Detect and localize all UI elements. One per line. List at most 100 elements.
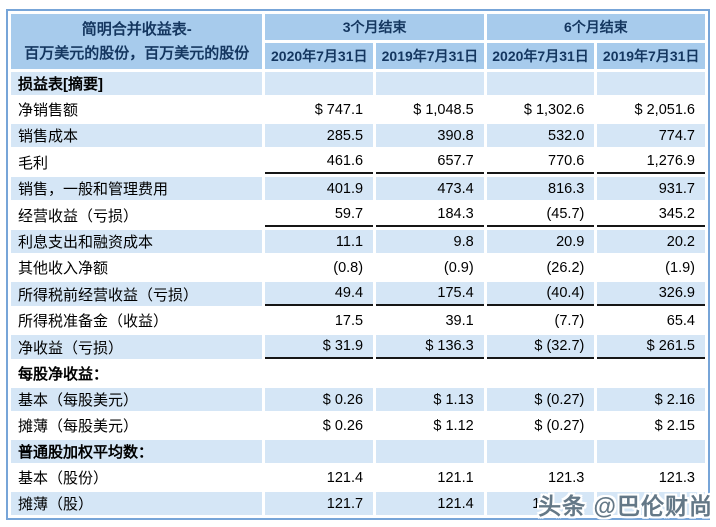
value-cell xyxy=(597,492,705,515)
value-cell: 121.4 xyxy=(265,466,374,489)
value-cell: 9.8 xyxy=(376,230,484,253)
value-cell: $ 1,048.5 xyxy=(376,98,484,121)
table-row: 摊薄（股） 121.7 121.4 12 xyxy=(11,492,705,515)
value-cell xyxy=(486,440,595,463)
date-header-6m-2019: 2019年7月31日 xyxy=(597,43,705,69)
income-statement-container: 简明合并收益表- 百万美元的股份，百万美元的股份 3个月结束 6个月结束 202… xyxy=(6,9,710,520)
row-label: 损益表[摘要] xyxy=(11,72,263,95)
column-group-6-months: 6个月结束 xyxy=(486,14,705,40)
value-cell: $ 261.5 xyxy=(597,335,705,359)
value-cell: 12 xyxy=(486,492,595,515)
table-row: 销售成本 285.5 390.8 532.0 774.7 xyxy=(11,124,705,147)
row-label: 所得税前经营收益（亏损） xyxy=(11,282,263,306)
value-cell: $ 1.13 xyxy=(376,388,484,411)
value-cell: 1,276.9 xyxy=(597,150,705,174)
value-cell: (0.9) xyxy=(376,256,484,279)
value-cell: 121.4 xyxy=(376,492,484,515)
table-row: 净销售额 $ 747.1 $ 1,048.5 $ 1,302.6 $ 2,051.6 xyxy=(11,98,705,121)
date-header-3m-2020: 2020年7月31日 xyxy=(265,43,374,69)
value-cell: $ 0.26 xyxy=(265,388,374,411)
value-cell: $ 2.15 xyxy=(597,414,705,437)
value-cell: 121.1 xyxy=(376,466,484,489)
value-cell: 20.2 xyxy=(597,230,705,253)
table-row: 毛利 461.6 657.7 770.6 1,276.9 xyxy=(11,150,705,174)
row-label: 销售成本 xyxy=(11,124,263,147)
row-label: 摊薄（股） xyxy=(11,492,263,515)
value-cell: 17.5 xyxy=(265,309,374,332)
value-cell xyxy=(597,72,705,95)
value-cell xyxy=(265,72,374,95)
value-cell: 121.7 xyxy=(265,492,374,515)
value-cell: (45.7) xyxy=(486,203,595,227)
row-label: 每股净收益： xyxy=(11,362,263,385)
table-row: 经营收益（亏损） 59.7 184.3 (45.7) 345.2 xyxy=(11,203,705,227)
row-label: 经营收益（亏损） xyxy=(11,203,263,227)
header-group-row: 简明合并收益表- 百万美元的股份，百万美元的股份 3个月结束 6个月结束 xyxy=(11,14,705,69)
value-cell: $ 0.26 xyxy=(265,414,374,437)
value-cell: $ 1.12 xyxy=(376,414,484,437)
value-cell xyxy=(597,440,705,463)
table-row: 基本（股份） 121.4 121.1 121.3 121.3 xyxy=(11,466,705,489)
value-cell: (7.7) xyxy=(486,309,595,332)
corner-title-line2: 百万美元的股份，百万美元的股份 xyxy=(24,44,250,62)
income-statement-table: 简明合并收益表- 百万美元的股份，百万美元的股份 3个月结束 6个月结束 202… xyxy=(6,9,710,520)
value-cell: 931.7 xyxy=(597,177,705,200)
value-cell: $ (0.27) xyxy=(486,414,595,437)
table-header: 简明合并收益表- 百万美元的股份，百万美元的股份 3个月结束 6个月结束 202… xyxy=(11,14,705,69)
value-cell: 770.6 xyxy=(486,150,595,174)
value-cell: (40.4) xyxy=(486,282,595,306)
table-row: 所得税前经营收益（亏损） 49.4 175.4 (40.4) 326.9 xyxy=(11,282,705,306)
value-cell: $ 2.16 xyxy=(597,388,705,411)
value-cell: 326.9 xyxy=(597,282,705,306)
value-cell: $ (0.27) xyxy=(486,388,595,411)
value-cell: $ 2,051.6 xyxy=(597,98,705,121)
value-cell xyxy=(376,440,484,463)
date-header-6m-2020: 2020年7月31日 xyxy=(486,43,595,69)
row-label: 利息支出和融资成本 xyxy=(11,230,263,253)
row-label: 净销售额 xyxy=(11,98,263,121)
value-cell: (0.8) xyxy=(265,256,374,279)
value-cell: 20.9 xyxy=(486,230,595,253)
value-cell xyxy=(265,362,374,385)
table-row: 摊薄（每股美元） $ 0.26 $ 1.12 $ (0.27) $ 2.15 xyxy=(11,414,705,437)
row-label: 基本（股份） xyxy=(11,466,263,489)
value-cell: 65.4 xyxy=(597,309,705,332)
value-cell: 49.4 xyxy=(265,282,374,306)
value-cell: 390.8 xyxy=(376,124,484,147)
corner-header: 简明合并收益表- 百万美元的股份，百万美元的股份 xyxy=(11,14,263,69)
value-cell: 285.5 xyxy=(265,124,374,147)
value-cell: 657.7 xyxy=(376,150,484,174)
table-row: 每股净收益： xyxy=(11,362,705,385)
row-label: 基本（每股美元） xyxy=(11,388,263,411)
table-row: 其他收入净额 (0.8) (0.9) (26.2) (1.9) xyxy=(11,256,705,279)
value-cell: 121.3 xyxy=(486,466,595,489)
value-cell: 532.0 xyxy=(486,124,595,147)
row-label: 毛利 xyxy=(11,150,263,174)
row-label: 普通股加权平均数： xyxy=(11,440,263,463)
date-header-3m-2019: 2019年7月31日 xyxy=(376,43,484,69)
value-cell: 11.1 xyxy=(265,230,374,253)
row-label: 净收益（亏损） xyxy=(11,335,263,359)
value-cell: $ 136.3 xyxy=(376,335,484,359)
row-label: 所得税准备金（收益） xyxy=(11,309,263,332)
value-cell: (26.2) xyxy=(486,256,595,279)
value-cell xyxy=(265,440,374,463)
table-row: 损益表[摘要] xyxy=(11,72,705,95)
value-cell xyxy=(376,72,484,95)
value-cell xyxy=(486,72,595,95)
row-label: 其他收入净额 xyxy=(11,256,263,279)
header-date-row: 2020年7月31日 2019年7月31日 2020年7月31日 2019年7月… xyxy=(11,43,705,69)
value-cell: 774.7 xyxy=(597,124,705,147)
table-row: 基本（每股美元） $ 0.26 $ 1.13 $ (0.27) $ 2.16 xyxy=(11,388,705,411)
value-cell: 401.9 xyxy=(265,177,374,200)
row-label: 摊薄（每股美元） xyxy=(11,414,263,437)
column-group-3-months: 3个月结束 xyxy=(265,14,484,40)
table-row: 普通股加权平均数： xyxy=(11,440,705,463)
value-cell xyxy=(486,362,595,385)
value-cell: $ 31.9 xyxy=(265,335,374,359)
value-cell xyxy=(376,362,484,385)
value-cell: 345.2 xyxy=(597,203,705,227)
value-cell: 816.3 xyxy=(486,177,595,200)
row-label: 销售，一般和管理费用 xyxy=(11,177,263,200)
value-cell: $ (32.7) xyxy=(486,335,595,359)
